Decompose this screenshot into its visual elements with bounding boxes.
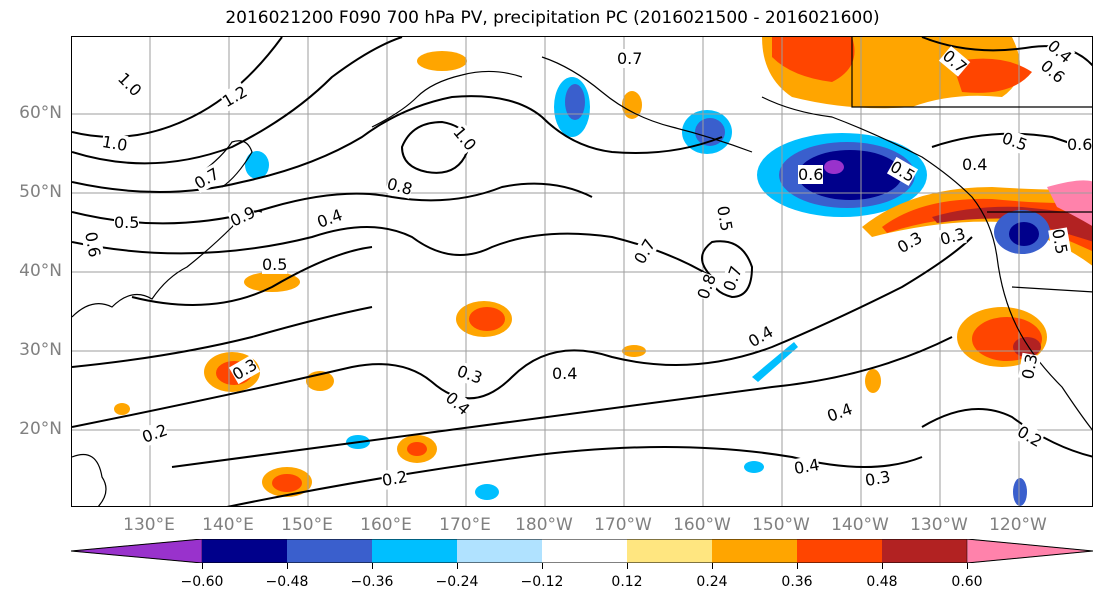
contour-6 xyxy=(131,246,373,306)
contour-label: 0.7 xyxy=(617,49,643,68)
border-us-mexico xyxy=(1011,286,1092,293)
colorbar-segment xyxy=(202,539,287,563)
contour-3 xyxy=(72,95,723,193)
contour-2 xyxy=(72,37,403,165)
colorbar-segment xyxy=(457,539,542,563)
colorbar-tick-label: −0.36 xyxy=(350,574,394,590)
colorbar-segment xyxy=(712,539,797,563)
longitude-label: 170°E xyxy=(439,515,491,535)
precip-blob-small-blue5 xyxy=(1013,478,1027,506)
contour-label: 0.4 xyxy=(962,155,988,174)
contour-4 xyxy=(72,182,593,225)
colorbar-tick-label: −0.60 xyxy=(180,574,224,590)
contour-label: 0.5 xyxy=(114,213,140,232)
longitude-label: 160°E xyxy=(360,515,412,535)
colorbar-tick-label: −0.12 xyxy=(520,574,564,590)
coast-sakhalin xyxy=(201,140,253,188)
colorbar-tick-label: −0.24 xyxy=(435,574,479,590)
colorbar xyxy=(71,539,1093,563)
contour-7 xyxy=(72,306,373,368)
longitude-label: 150°E xyxy=(281,515,333,535)
latitude-label: 40°N xyxy=(19,261,62,281)
map-panel: 1.0 1.2 1.0 0.7 0.5 0.9 0.6 0.4 0.8 1.0 … xyxy=(71,36,1093,507)
longitude-label: 140°W xyxy=(831,515,889,535)
precip-blob-japan-orange xyxy=(244,272,300,292)
precip-blob-small-orange3 xyxy=(865,369,881,393)
precip-blob-baja-darkred xyxy=(1013,337,1041,357)
precip-blob-midpac-red xyxy=(469,307,505,331)
precip-blob-south-red xyxy=(272,474,302,492)
contour-label: 0.6 xyxy=(1067,135,1093,154)
precip-blob-california-navy xyxy=(1009,222,1039,246)
latitude-label: 20°N xyxy=(19,419,62,439)
contour-1 xyxy=(72,37,283,138)
contour-label: 0.5 xyxy=(262,255,288,274)
precip-blob-gulf-alaska-inner xyxy=(798,150,902,200)
colorbar-tick-label: 0.60 xyxy=(951,574,983,590)
longitude-label: 150°W xyxy=(752,515,810,535)
contour-10 xyxy=(226,446,923,506)
coast-north-america xyxy=(761,96,1092,431)
longitude-label: 120°W xyxy=(989,515,1047,535)
longitude-label: 130°E xyxy=(123,515,175,535)
precip-blob-alaska-red2 xyxy=(952,58,1032,93)
contour-9 xyxy=(171,336,953,468)
latitude-label: 60°N xyxy=(19,103,62,123)
colorbar-tick-label: −0.48 xyxy=(265,574,309,590)
longitude-label: 140°E xyxy=(202,515,254,535)
precip-blob-south-red2 xyxy=(407,442,427,456)
colorbar-segment xyxy=(372,539,457,563)
pv-contours xyxy=(72,37,1092,506)
map-canvas xyxy=(72,37,1092,506)
colorbar-extend-right xyxy=(966,539,1093,563)
latitude-label: 30°N xyxy=(19,340,62,360)
precip-blob-kamchatka-orange xyxy=(417,51,467,71)
precip-blob-small-orange5 xyxy=(114,403,130,415)
precipitation-fills xyxy=(114,37,1092,506)
colorbar-segment xyxy=(797,539,882,563)
precip-blob-small-cyan6 xyxy=(752,342,798,382)
border-alaska-canada xyxy=(851,37,1092,108)
colorbar-tick-label: 0.36 xyxy=(781,574,813,590)
colorbar-segment xyxy=(882,539,967,563)
colorbar-segment xyxy=(542,539,627,563)
contour-8 xyxy=(72,236,973,428)
map-title: 2016021200 F090 700 hPa PV, precipitatio… xyxy=(225,8,880,28)
precip-blob-small-cyan1 xyxy=(245,151,269,179)
precip-blob-pnw-darkred xyxy=(932,206,1092,242)
colorbar-segment xyxy=(287,539,372,563)
longitude-label: 180°W xyxy=(515,515,573,535)
precip-blob-small-orange4 xyxy=(622,91,642,119)
precip-blob-alaska-red xyxy=(772,37,855,82)
colorbar-tick-label: 0.48 xyxy=(866,574,898,590)
precip-blob-small-cyan4 xyxy=(744,461,764,473)
contour-5 xyxy=(72,226,713,278)
colorbar-segment xyxy=(627,539,712,563)
longitude-label: 130°W xyxy=(910,515,968,535)
contour-13 xyxy=(921,408,1092,458)
precip-blob-pnw-pink xyxy=(1047,180,1092,226)
precip-blob-bering-blue xyxy=(565,84,585,120)
precip-blob-gulf-alaska-core xyxy=(824,160,844,174)
colorbar-extend-left xyxy=(71,539,203,563)
colorbar-tick-label: 0.12 xyxy=(611,574,643,590)
contour-label: 0.6 xyxy=(798,165,824,184)
contour-11 xyxy=(701,240,754,299)
latitude-label: 50°N xyxy=(19,182,62,202)
contour-14 xyxy=(921,37,1092,67)
longitude-label: 170°W xyxy=(594,515,652,535)
coast-kamchatka xyxy=(371,70,523,128)
coast-south-china xyxy=(72,453,107,506)
colorbar-tick-label: 0.24 xyxy=(696,574,728,590)
precip-blob-small-cyan3 xyxy=(475,484,499,500)
contour-label: 0.4 xyxy=(552,364,578,383)
longitude-label: 160°W xyxy=(673,515,731,535)
